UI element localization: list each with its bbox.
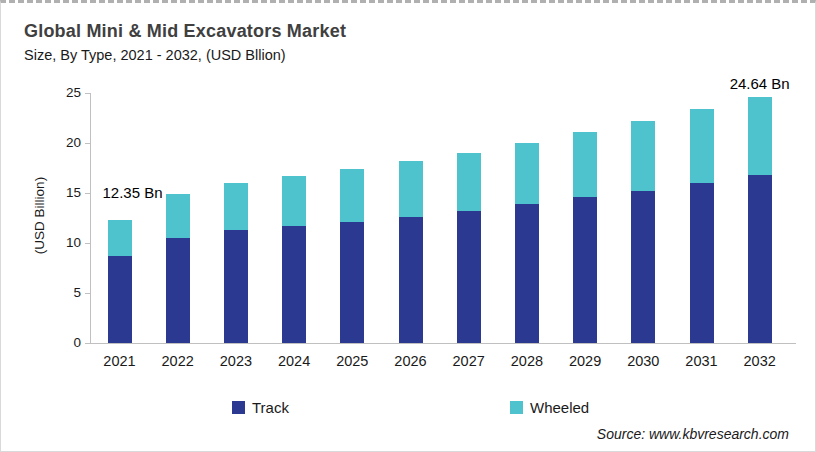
- source-credit: Source: www.kbvresearch.com: [597, 426, 789, 442]
- x-axis-label-2032: 2032: [732, 353, 788, 369]
- bar-2029-track: [573, 197, 597, 343]
- y-axis-tick-label: 20: [49, 135, 81, 151]
- chart-card: Global Mini & Mid Excavators Market Size…: [0, 0, 816, 452]
- bar-2028-wheeled: [515, 143, 539, 204]
- bar-2031-wheeled: [690, 109, 714, 183]
- chart-subtitle: Size, By Type, 2021 - 2032, (USD Bllion): [24, 47, 286, 63]
- bar-2023-track: [224, 230, 248, 343]
- x-axis-label-2027: 2027: [441, 353, 497, 369]
- x-axis-label-2021: 2021: [92, 353, 148, 369]
- x-axis-label-2025: 2025: [324, 353, 380, 369]
- bar-2026-track: [399, 217, 423, 343]
- x-axis-label-2024: 2024: [266, 353, 322, 369]
- y-axis-tick-label: 5: [49, 285, 81, 301]
- y-axis-tick-mark: [85, 293, 91, 294]
- bar-2024-track: [282, 226, 306, 343]
- y-axis-title: (USD Billion): [32, 156, 47, 276]
- bar-2028-track: [515, 204, 539, 343]
- legend-item-track: Track: [232, 399, 289, 416]
- x-axis-label-2030: 2030: [615, 353, 671, 369]
- y-axis-tick-mark: [85, 343, 91, 344]
- x-axis-label-2022: 2022: [150, 353, 206, 369]
- bar-2025-track: [340, 222, 364, 343]
- bar-2021-wheeled: [108, 220, 132, 257]
- legend-label-wheeled: Wheeled: [530, 399, 589, 416]
- bar-2032-track: [748, 175, 772, 343]
- track-swatch-icon: [232, 401, 245, 414]
- bar-2032-wheeled: [748, 97, 772, 175]
- bar-2031-track: [690, 183, 714, 343]
- bar-2027-track: [457, 211, 481, 343]
- chart-title: Global Mini & Mid Excavators Market: [24, 21, 346, 42]
- y-axis-tick-mark: [85, 243, 91, 244]
- x-axis-label-2028: 2028: [499, 353, 555, 369]
- data-label-2021: 12.35 Bn: [73, 184, 193, 202]
- y-axis-tick-label: 10: [49, 235, 81, 251]
- x-axis-label-2029: 2029: [557, 353, 613, 369]
- y-axis-tick-label: 25: [49, 85, 81, 101]
- legend-label-track: Track: [252, 399, 289, 416]
- x-axis-label-2023: 2023: [208, 353, 264, 369]
- y-axis-tick-mark: [85, 93, 91, 94]
- bar-2024-wheeled: [282, 176, 306, 226]
- x-axis-label-2031: 2031: [674, 353, 730, 369]
- bar-2026-wheeled: [399, 161, 423, 217]
- bar-2022-track: [166, 238, 190, 343]
- bar-2030-track: [631, 191, 655, 343]
- wheeled-swatch-icon: [510, 401, 523, 414]
- y-axis-tick-label: 0: [49, 335, 81, 351]
- x-axis-line: [90, 343, 796, 344]
- bar-2025-wheeled: [340, 169, 364, 222]
- data-label-2032: 24.64 Bn: [700, 75, 816, 93]
- y-axis-line: [90, 93, 91, 344]
- y-axis-tick-mark: [85, 143, 91, 144]
- bar-2021-track: [108, 256, 132, 343]
- x-axis-label-2026: 2026: [383, 353, 439, 369]
- bar-2023-wheeled: [224, 183, 248, 230]
- bar-2027-wheeled: [457, 153, 481, 212]
- bar-2030-wheeled: [631, 121, 655, 191]
- legend-item-wheeled: Wheeled: [510, 399, 589, 416]
- bar-2029-wheeled: [573, 132, 597, 197]
